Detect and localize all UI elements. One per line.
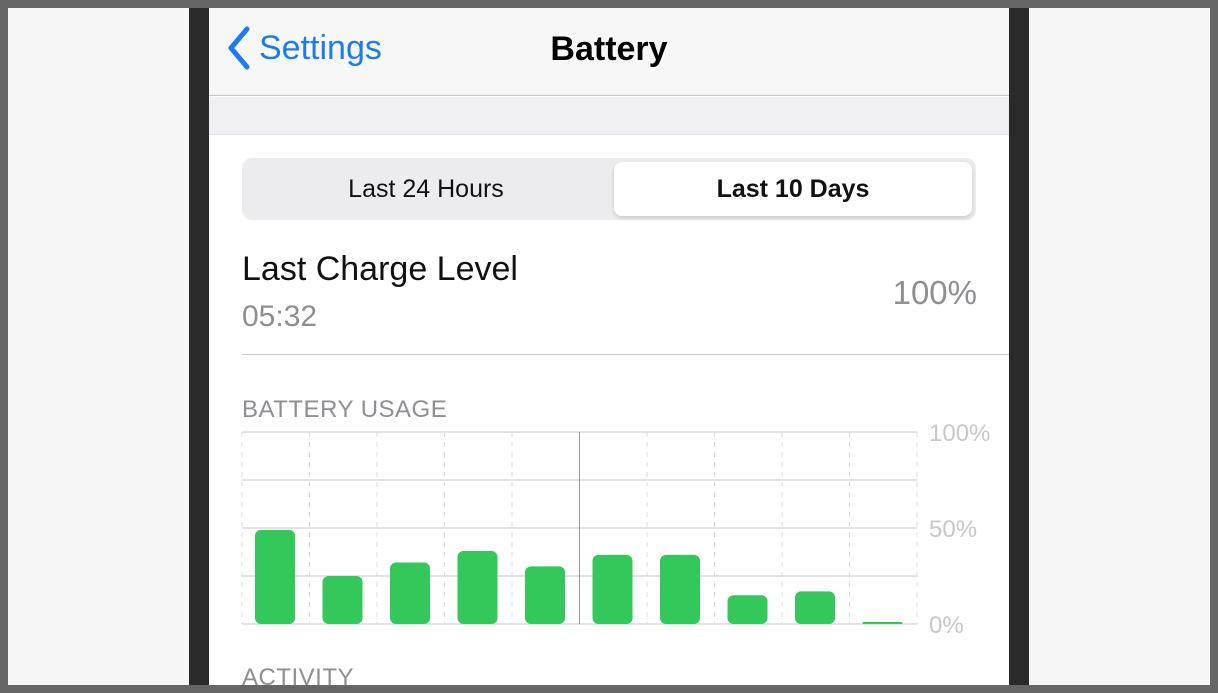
left-bezel	[189, 8, 209, 685]
usage-bar	[390, 562, 430, 624]
activity-header: ACTIVITY	[242, 664, 355, 685]
battery-usage-chart: 100% 50% 0%	[241, 420, 990, 639]
divider	[242, 354, 1009, 355]
back-label: Settings	[259, 28, 382, 67]
back-button[interactable]: Settings	[227, 26, 382, 70]
battery-usage-header: BATTERY USAGE	[242, 396, 448, 423]
left-margin	[8, 8, 189, 685]
last-charge-value: 100%	[892, 274, 977, 311]
usage-bar	[457, 551, 498, 624]
page-title: Battery	[550, 30, 668, 68]
time-range-segmented-control: Last 24 Hours Last 10 Days	[242, 158, 976, 220]
tab-last-10-days[interactable]: Last 10 Days	[614, 162, 972, 216]
chevron-left-icon	[228, 26, 250, 70]
last-charge-time: 05:32	[242, 300, 318, 333]
right-margin	[1029, 8, 1210, 685]
usage-bar	[592, 554, 633, 624]
section-spacer	[209, 97, 1009, 135]
usage-bar	[660, 554, 700, 624]
usage-bar	[525, 566, 565, 624]
last-charge-label: Last Charge Level	[242, 250, 518, 288]
usage-bar	[322, 576, 363, 624]
y-tick-label: 50%	[929, 516, 977, 543]
usage-bar	[255, 529, 295, 624]
tab-last-24-hours[interactable]: Last 24 Hours	[348, 174, 504, 203]
usage-bar	[727, 595, 768, 624]
right-bezel	[1009, 8, 1029, 685]
battery-screen: Settings Battery Last 24 Hours Last 10 D…	[209, 8, 1009, 685]
nav-bar: Settings Battery	[209, 8, 1009, 96]
usage-bar	[795, 591, 835, 624]
y-tick-label: 0%	[929, 612, 964, 639]
y-tick-label: 100%	[929, 420, 990, 447]
usage-bar	[862, 622, 903, 624]
